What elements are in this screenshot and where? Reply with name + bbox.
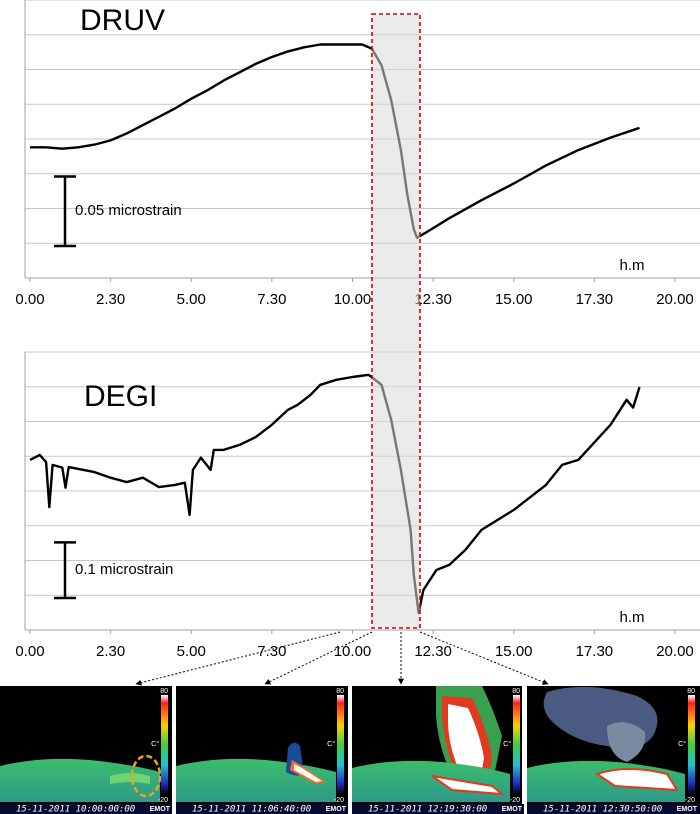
colorbar [337,695,344,795]
x-tick-label: 12.30 [414,643,452,660]
unit: C° [678,740,686,748]
scale-min: -20 [158,797,168,804]
timestamp: 15-11-2011 12:19:30:00 [368,805,487,814]
x-tick-label: 17.30 [576,643,614,660]
timestamp-bar [176,804,348,814]
scale-min: -20 [685,797,695,804]
x-tick-label: 20.00 [656,291,694,308]
x-axis-label: h.m [619,609,644,626]
scale-max: 80 [336,688,344,695]
x-tick-label: 12.30 [414,291,452,308]
unit: C° [151,740,159,748]
timestamp: 15-11-2011 12:30:50:00 [543,805,662,814]
x-tick-label: 2.30 [96,291,125,308]
timestamp-bar [527,804,699,814]
x-tick-label: 17.30 [576,291,614,308]
x-tick-label: 7.30 [257,643,286,660]
thermal-panel [527,686,700,814]
timestamp-bar [0,804,172,814]
colorbar [688,695,695,795]
camera: EMOT [677,806,698,813]
x-tick-label: 15.00 [495,643,533,660]
scale-bar-label: 0.05 microstrain [75,202,182,219]
x-tick-label: 10.00 [334,291,372,308]
thermal-panel [352,686,522,814]
timestamp: 15-11-2011 10:00:00:00 [16,805,135,814]
colorbar [513,695,520,795]
arrow [135,631,341,686]
data-line [29,373,641,614]
chart-title: DRUV [80,4,165,37]
highlight-window [371,13,421,629]
unit: C° [503,740,511,748]
x-tick-label: 0.00 [15,643,44,660]
chart-title: DEGI [84,380,157,413]
charts: 0.00 2.30 5.00 7.30 10.00 12.30 15.00 17.30 20.0… [15,0,700,660]
camera: EMOT [326,806,347,813]
x-tick-label: 2.30 [96,643,125,660]
colorbar [161,695,168,795]
scale-max: 80 [512,688,520,695]
x-tick-label: 5.00 [177,643,206,660]
thermal-panel [0,686,172,814]
timestamp-bar [352,804,524,814]
unit: C° [327,740,335,748]
thermal-panel [176,686,348,814]
x-tick-label: 0.00 [15,291,44,308]
x-tick-label: 20.00 [656,643,694,660]
scale-min: -20 [334,797,344,804]
scale-min: -20 [510,797,520,804]
scale-max: 80 [687,688,695,695]
x-tick-label: 15.00 [495,291,533,308]
x-axis-label: h.m [619,257,644,274]
scale-bar-label: 0.1 microstrain [75,561,173,578]
data-line [30,43,640,239]
timestamp: 15-11-2011 11:06:40:00 [192,805,311,814]
x-tick-label: 7.30 [257,291,286,308]
arrows [135,631,549,686]
x-tick-label: 10.00 [334,643,372,660]
arrow [419,631,549,685]
camera: EMOT [502,806,523,813]
scale-max: 80 [160,688,168,695]
camera: EMOT [150,806,171,813]
thermal-texts: 80 C° -20 15-11-2011 10:00:00:00 EMOT 80 C° -20… [0,688,699,814]
x-tick-label: 5.00 [177,291,206,308]
